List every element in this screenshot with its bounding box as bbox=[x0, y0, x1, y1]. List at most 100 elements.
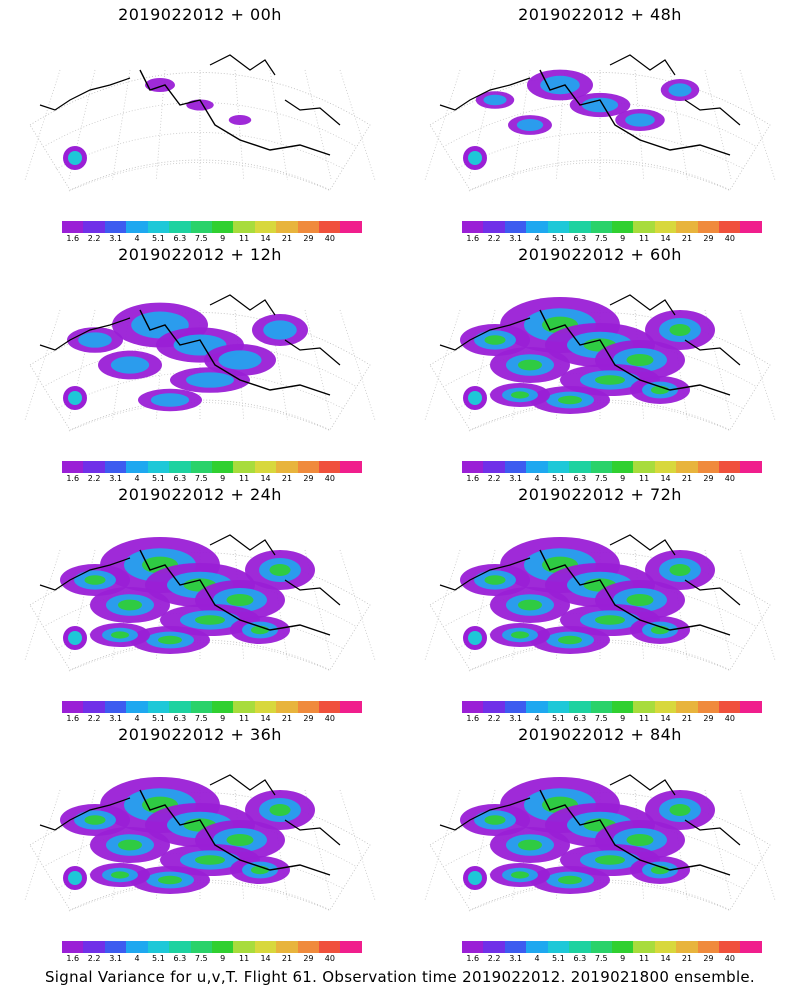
colorbar-label: 29 bbox=[303, 714, 314, 723]
colorbar-label: 4 bbox=[534, 234, 540, 243]
panel-title: 2019022012 + 48h bbox=[518, 5, 682, 24]
colorbar-label: 29 bbox=[703, 714, 714, 723]
colorbar-segment bbox=[297, 221, 320, 233]
colorbar-label: 9 bbox=[220, 234, 226, 243]
colorbar-label: 6.3 bbox=[173, 234, 187, 243]
colorbar-segment bbox=[569, 461, 591, 473]
colorbar-segment bbox=[254, 461, 277, 473]
colorbar-label: 29 bbox=[703, 474, 714, 483]
colorbar-label: 1.6 bbox=[466, 234, 480, 243]
colorbar-label: 7.5 bbox=[194, 714, 208, 723]
colorbar-label: 11 bbox=[639, 954, 650, 963]
colorbar-label: 2.2 bbox=[87, 714, 101, 723]
colorbar-label: 21 bbox=[681, 474, 693, 483]
colorbar-segment bbox=[340, 461, 362, 473]
colorbar-label: 3.1 bbox=[509, 474, 522, 483]
colorbar-label: 7.5 bbox=[594, 714, 608, 723]
colorbar-segment bbox=[233, 461, 255, 473]
colorbar-label: 7.5 bbox=[194, 954, 208, 963]
colorbar-segment bbox=[169, 701, 191, 713]
colorbar bbox=[62, 461, 362, 473]
colorbar-segment bbox=[654, 461, 677, 473]
colorbar-label: 2.2 bbox=[87, 954, 101, 963]
colorbar-label: 29 bbox=[703, 234, 714, 243]
polar-map bbox=[424, 534, 776, 672]
colorbar-segment bbox=[126, 221, 148, 233]
colorbar-segment bbox=[190, 461, 212, 473]
polar-map bbox=[424, 774, 776, 912]
polar-map bbox=[424, 54, 776, 192]
colorbar-label: 2.2 bbox=[87, 474, 101, 483]
colorbar-label: 4 bbox=[134, 474, 140, 483]
colorbar-label: 1.6 bbox=[66, 234, 80, 243]
colorbar-label: 7.5 bbox=[194, 474, 208, 483]
colorbar-label: 1.6 bbox=[66, 474, 80, 483]
colorbar-segment bbox=[83, 221, 105, 233]
colorbar-label: 21 bbox=[681, 714, 693, 723]
colorbar-labels: 1.6 2.2 3.1 4 5.1 6.3 7.5 9 11 14 21 29 40 bbox=[62, 234, 362, 244]
colorbar bbox=[62, 941, 362, 953]
colorbar-segment bbox=[590, 221, 612, 233]
colorbar-segment bbox=[169, 941, 191, 953]
colorbar-label: 29 bbox=[303, 954, 314, 963]
colorbar-label: 2.2 bbox=[487, 714, 501, 723]
colorbar-segment bbox=[276, 221, 298, 233]
colorbar-segment bbox=[569, 701, 591, 713]
colorbar-label: 9 bbox=[620, 714, 626, 723]
forecast-panel: 2019022012 + 12h 1.6 2.2 3.1 4 5.1 6.3 7.5 9 11 14… bbox=[0, 240, 400, 483]
colorbar-labels: 1.6 2.2 3.1 4 5.1 6.3 7.5 9 11 14 21 29 40 bbox=[462, 954, 762, 964]
colorbar-segment bbox=[211, 941, 234, 953]
forecast-panel: 2019022012 + 84h 1.6 2.2 3.1 4 5.1 6.3 7.5 9 11 14… bbox=[400, 720, 800, 963]
colorbar-segment bbox=[169, 461, 191, 473]
colorbar-segment bbox=[190, 941, 212, 953]
colorbar-label: 6.3 bbox=[573, 714, 587, 723]
colorbar-segment bbox=[126, 941, 148, 953]
colorbar-segment bbox=[590, 461, 612, 473]
colorbar-segment bbox=[611, 701, 634, 713]
colorbar-segment bbox=[740, 941, 762, 953]
forecast-panel: 2019022012 + 60h 1.6 2.2 3.1 4 5.1 6.3 7.5 9 11 14… bbox=[400, 240, 800, 483]
colorbar-segment bbox=[62, 701, 84, 713]
colorbar-label: 6.3 bbox=[173, 714, 187, 723]
colorbar-label: 21 bbox=[281, 474, 293, 483]
colorbar-label: 11 bbox=[639, 234, 650, 243]
colorbar-label: 5.1 bbox=[552, 954, 565, 963]
colorbar-label: 11 bbox=[239, 474, 250, 483]
colorbar-segment bbox=[611, 941, 634, 953]
colorbar-segment bbox=[676, 461, 698, 473]
colorbar-label: 9 bbox=[220, 474, 226, 483]
colorbar-label: 5.1 bbox=[552, 234, 565, 243]
colorbar-segment bbox=[319, 221, 341, 233]
colorbar-label: 5.1 bbox=[152, 474, 165, 483]
colorbar-segment bbox=[504, 701, 527, 713]
colorbar-label: 6.3 bbox=[573, 234, 587, 243]
colorbar-segment bbox=[276, 701, 298, 713]
colorbar-segment bbox=[676, 701, 698, 713]
colorbar-label: 1.6 bbox=[466, 954, 480, 963]
colorbar-segment bbox=[719, 941, 741, 953]
polar-map bbox=[24, 294, 376, 432]
colorbar bbox=[462, 701, 762, 713]
colorbar-segment bbox=[483, 701, 505, 713]
panel-title: 2019022012 + 12h bbox=[118, 245, 282, 264]
colorbar bbox=[462, 461, 762, 473]
colorbar-label: 4 bbox=[134, 954, 140, 963]
colorbar-label: 1.6 bbox=[466, 474, 480, 483]
forecast-panel: 2019022012 + 36h 1.6 2.2 3.1 4 5.1 6.3 7.5 9 11 14… bbox=[0, 720, 400, 963]
colorbar-segment bbox=[169, 221, 191, 233]
colorbar-label: 40 bbox=[724, 954, 735, 963]
colorbar-segment bbox=[483, 461, 505, 473]
colorbar-label: 9 bbox=[620, 954, 626, 963]
colorbar-label: 6.3 bbox=[173, 474, 187, 483]
colorbar-label: 3.1 bbox=[509, 714, 522, 723]
colorbar-segment bbox=[697, 461, 720, 473]
colorbar-segment bbox=[297, 461, 320, 473]
colorbar-segment bbox=[462, 461, 484, 473]
colorbar-segment bbox=[147, 941, 170, 953]
colorbar-label: 6.3 bbox=[573, 474, 587, 483]
colorbar-label: 40 bbox=[324, 714, 335, 723]
colorbar-label: 4 bbox=[534, 954, 540, 963]
colorbar-segment bbox=[697, 701, 720, 713]
colorbar-label: 3.1 bbox=[109, 954, 122, 963]
colorbar-segment bbox=[547, 941, 570, 953]
